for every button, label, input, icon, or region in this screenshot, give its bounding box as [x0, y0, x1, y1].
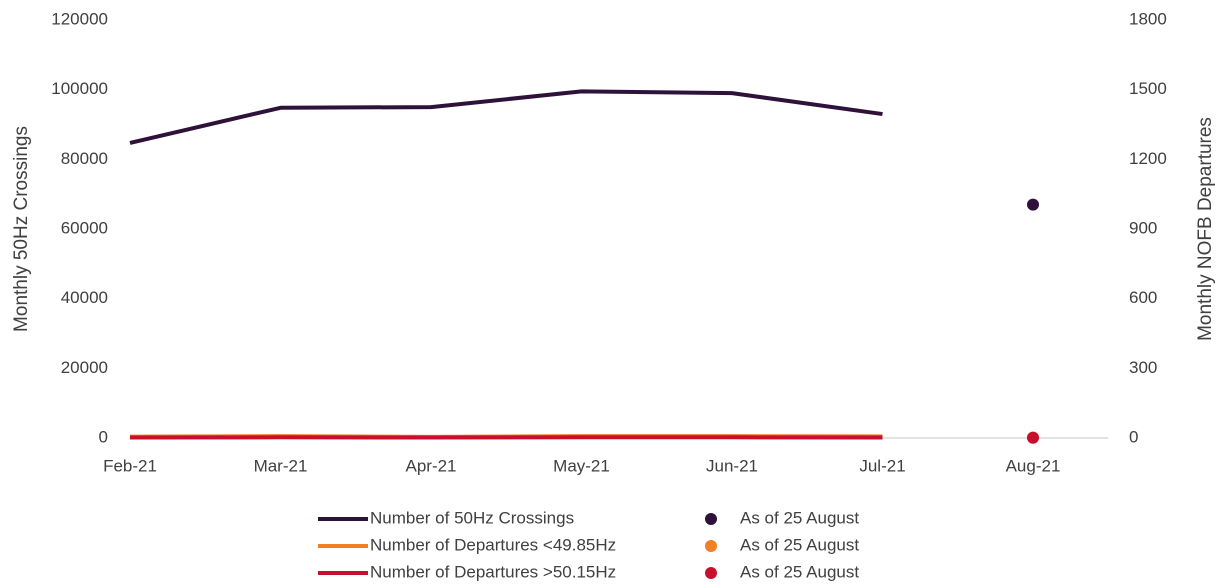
y-tick-label: 0 [99, 427, 108, 446]
y2-tick-label: 1800 [1129, 9, 1167, 28]
x-tick-label: May-21 [553, 456, 610, 475]
y2-tick-label: 300 [1129, 358, 1157, 377]
x-tick-label: Feb-21 [103, 456, 157, 475]
legend-label: Number of 50Hz Crossings [370, 508, 574, 527]
series-marker [1027, 431, 1039, 444]
y-tick-label: 60000 [61, 218, 108, 237]
legend-swatch [705, 567, 717, 579]
legend-swatch [705, 540, 717, 552]
legend-label: As of 25 August [740, 508, 859, 527]
y-tick-label: 20000 [61, 358, 108, 377]
x-tick-label: Mar-21 [254, 456, 308, 475]
x-tick-label: Aug-21 [1006, 456, 1061, 475]
series-marker [1027, 198, 1039, 211]
y2-tick-label: 600 [1129, 288, 1157, 307]
x-tick-label: Jun-21 [706, 456, 758, 475]
y2-tick-label: 1200 [1129, 149, 1167, 168]
y-axis-label: Monthly 50Hz Crossings [11, 126, 32, 332]
legend-swatch [705, 513, 717, 525]
legend-label: As of 25 August [740, 535, 859, 554]
x-tick-label: Apr-21 [405, 456, 456, 475]
y2-tick-label: 900 [1129, 218, 1157, 237]
y-tick-label: 80000 [61, 149, 108, 168]
y-tick-label: 100000 [51, 79, 108, 98]
y-tick-label: 40000 [61, 288, 108, 307]
legend-label: Number of Departures >50.15Hz [370, 562, 616, 581]
legend-label: As of 25 August [740, 562, 859, 581]
y2-tick-label: 1500 [1129, 79, 1167, 98]
series-line [129, 89, 883, 145]
y2-axis-label: Monthly NOFB Departures [1195, 117, 1216, 341]
legend-label: Number of Departures <49.85Hz [370, 535, 616, 554]
x-tick-label: Jul-21 [859, 456, 905, 475]
y-tick-label: 120000 [51, 9, 108, 28]
y2-tick-label: 0 [1129, 427, 1138, 446]
